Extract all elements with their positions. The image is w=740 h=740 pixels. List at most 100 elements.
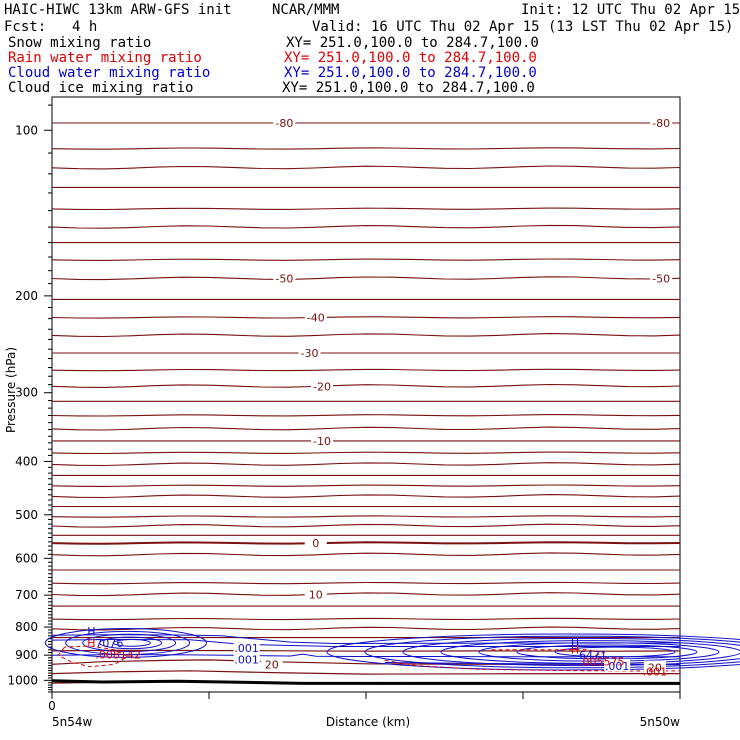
cloud-water-right-base: [384, 662, 681, 665]
isotherm-504: [51, 515, 681, 518]
isotherm-443: [51, 484, 681, 487]
legend-cloud-ice-name: Cloud ice mixing ratio: [8, 80, 194, 96]
isotherm-139: [51, 207, 681, 211]
isotherm-108: [51, 147, 681, 150]
temp-contour-label-11: 20: [648, 662, 662, 675]
contour-label-bg: [650, 271, 673, 284]
temp-contour-label-0: -80: [275, 117, 293, 130]
isotherm-698: [51, 592, 681, 597]
plot-frame: [51, 96, 681, 693]
isotherm-330: [51, 414, 681, 417]
isotherm-591: [51, 552, 681, 557]
rain-left: [57, 645, 129, 668]
contour-label-bg: [650, 115, 673, 128]
temp-contour-label-9: 10: [309, 588, 323, 601]
isotherm-150: [51, 224, 681, 229]
contour-label-bg: [604, 659, 631, 672]
cloud-water-right-5: [516, 644, 698, 660]
y-tick-label-400: 400: [15, 454, 38, 468]
cloud-water-band-top: [51, 634, 681, 645]
contour-label-bg: [273, 115, 296, 128]
contour-label-bg: [304, 587, 327, 600]
org-label: NCAR/MMM: [272, 2, 340, 18]
max-symbol-0: H: [87, 625, 95, 638]
y-tick-label-300: 300: [15, 386, 38, 400]
isotherm-563: [51, 541, 681, 545]
cloud-water-label-2: .001: [605, 660, 630, 673]
cloud-water-left-0: [44, 628, 207, 658]
max-symbol-3: H: [571, 643, 579, 656]
isotherm-405: [51, 462, 681, 467]
isotherm-666: [51, 581, 681, 585]
contour-label-bg: [260, 657, 283, 670]
cloud-water-right-3: [440, 640, 740, 664]
max-value-1: .008142: [95, 648, 140, 661]
y-tick-label-100: 100: [15, 123, 38, 137]
legend-rain-xy: XY= 251.0,100.0 to 284.7,100.0: [284, 50, 537, 66]
temp-contour-label-1: -80: [652, 117, 670, 130]
contour-label-bg: [311, 379, 334, 392]
max-value-2: 6471: [579, 649, 607, 662]
legend-cloud-ice-xy: XY= 251.0,100.0 to 284.7,100.0: [282, 80, 535, 96]
contour-label-bg: [304, 310, 327, 323]
contour-label-bg: [643, 660, 666, 673]
cloud-water-right-1: [364, 635, 740, 669]
valid-time: Valid: 16 UTC Thu 02 Apr 15 (13 LST Thu …: [312, 19, 734, 35]
y-tick-label-1000: 1000: [7, 673, 38, 687]
y-tick-label-700: 700: [15, 588, 38, 602]
legend-snow-xy: XY= 251.0,100.0 to 284.7,100.0: [286, 35, 539, 51]
forecast-value: 4 h: [72, 19, 98, 35]
cloud-water-right-4: [478, 642, 720, 662]
max-symbol-1: H: [87, 636, 95, 649]
isotherm-273: [51, 368, 681, 372]
isotherm-292: [51, 383, 681, 388]
cloud-water-label-0: .001: [234, 642, 259, 655]
temp-contour-label-2: -50: [275, 273, 293, 286]
rain-label-0: .001: [643, 665, 668, 678]
y-tick-label-200: 200: [15, 289, 38, 303]
legend-cloud-water-name: Cloud water mixing ratio: [8, 65, 211, 81]
y-tick-label-900: 900: [15, 648, 38, 662]
isotherm-117: [51, 165, 681, 170]
contour-label-bg: [233, 641, 260, 654]
temp-contour-label-5: -30: [300, 347, 318, 360]
legend-cloud-water-xy: XY= 251.0,100.0 to 284.7,100.0: [284, 65, 537, 81]
cloud-water-band-2: [51, 638, 680, 647]
model-title: HAIC-HIWC 13km ARW-GFS init: [4, 2, 232, 18]
isotherm-774: [51, 617, 681, 621]
max-symbol-2: H: [571, 637, 579, 650]
y-tick-label-500: 500: [15, 508, 38, 522]
isotherm-219: [51, 316, 681, 319]
cloud-water-left-3: [99, 636, 163, 650]
isotherm-806: [51, 626, 681, 631]
temp-contour-label-4: -40: [307, 312, 325, 325]
cloud-water-right-2: [402, 637, 740, 667]
max-value-0: 7076: [95, 637, 123, 650]
terrain-line: [51, 679, 680, 685]
y-tick-label-600: 600: [15, 551, 38, 565]
isotherm-low-2: [51, 670, 681, 675]
cloud-water-left-2: [82, 633, 177, 653]
isotherm-386: [51, 451, 681, 455]
isotherm-236: [51, 333, 681, 338]
cloud-water-band-mid: [51, 653, 680, 658]
contour-label-bg: [304, 536, 327, 549]
temp-contour-label-6: -20: [313, 380, 331, 393]
cloud-water-label-1: .001: [234, 653, 259, 666]
isotherm-524: [51, 523, 681, 528]
isotherm-349: [51, 426, 681, 431]
rain-right-top: [491, 649, 605, 657]
x-end-label-left: 5n54w: [52, 715, 93, 729]
contour-label-bg: [311, 433, 334, 446]
temp-contour-label-7: -10: [313, 435, 331, 448]
x-end-label-right: 5n50w: [640, 715, 681, 729]
temp-contour-label-3: -50: [652, 273, 670, 286]
y-axis-label: Pressure (hPa): [4, 347, 18, 433]
isotherm-172: [51, 258, 681, 261]
legend-rain-name: Rain water mixing ratio: [8, 50, 202, 66]
init-time: Init: 12 UTC Thu 02 Apr 15: [521, 2, 740, 18]
temp-contour-label-10: 20: [265, 658, 279, 671]
isotherm-463: [51, 494, 681, 499]
contour-label-bg: [273, 271, 296, 284]
